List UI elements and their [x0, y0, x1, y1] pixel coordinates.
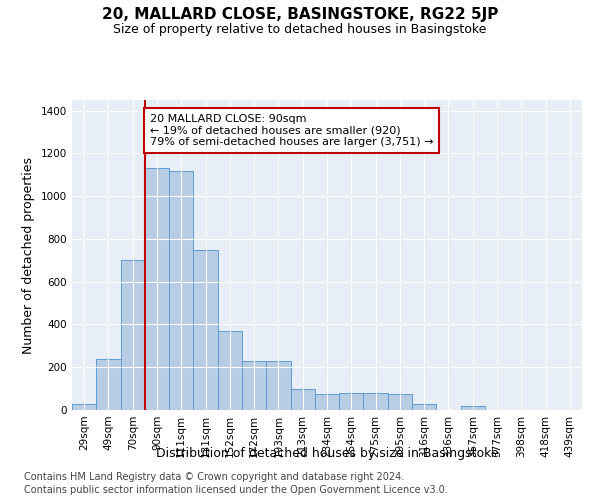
Text: Contains HM Land Registry data © Crown copyright and database right 2024.: Contains HM Land Registry data © Crown c… [24, 472, 404, 482]
Bar [364, 393, 388, 410]
Bar [169, 170, 193, 410]
Bar [315, 394, 339, 410]
Bar [193, 250, 218, 410]
Bar [461, 406, 485, 410]
Bar [412, 404, 436, 410]
Bar [218, 331, 242, 410]
Bar [388, 394, 412, 410]
Bar [290, 388, 315, 410]
Text: 20 MALLARD CLOSE: 90sqm
← 19% of detached houses are smaller (920)
79% of semi-d: 20 MALLARD CLOSE: 90sqm ← 19% of detache… [150, 114, 433, 147]
Bar [339, 393, 364, 410]
Bar [242, 361, 266, 410]
Text: Size of property relative to detached houses in Basingstoke: Size of property relative to detached ho… [113, 22, 487, 36]
Text: 20, MALLARD CLOSE, BASINGSTOKE, RG22 5JP: 20, MALLARD CLOSE, BASINGSTOKE, RG22 5JP [102, 8, 498, 22]
Y-axis label: Number of detached properties: Number of detached properties [22, 156, 35, 354]
Bar [96, 358, 121, 410]
Bar [121, 260, 145, 410]
Bar [266, 361, 290, 410]
Bar [72, 404, 96, 410]
Bar [145, 168, 169, 410]
Text: Distribution of detached houses by size in Basingstoke: Distribution of detached houses by size … [155, 448, 499, 460]
Text: Contains public sector information licensed under the Open Government Licence v3: Contains public sector information licen… [24, 485, 448, 495]
